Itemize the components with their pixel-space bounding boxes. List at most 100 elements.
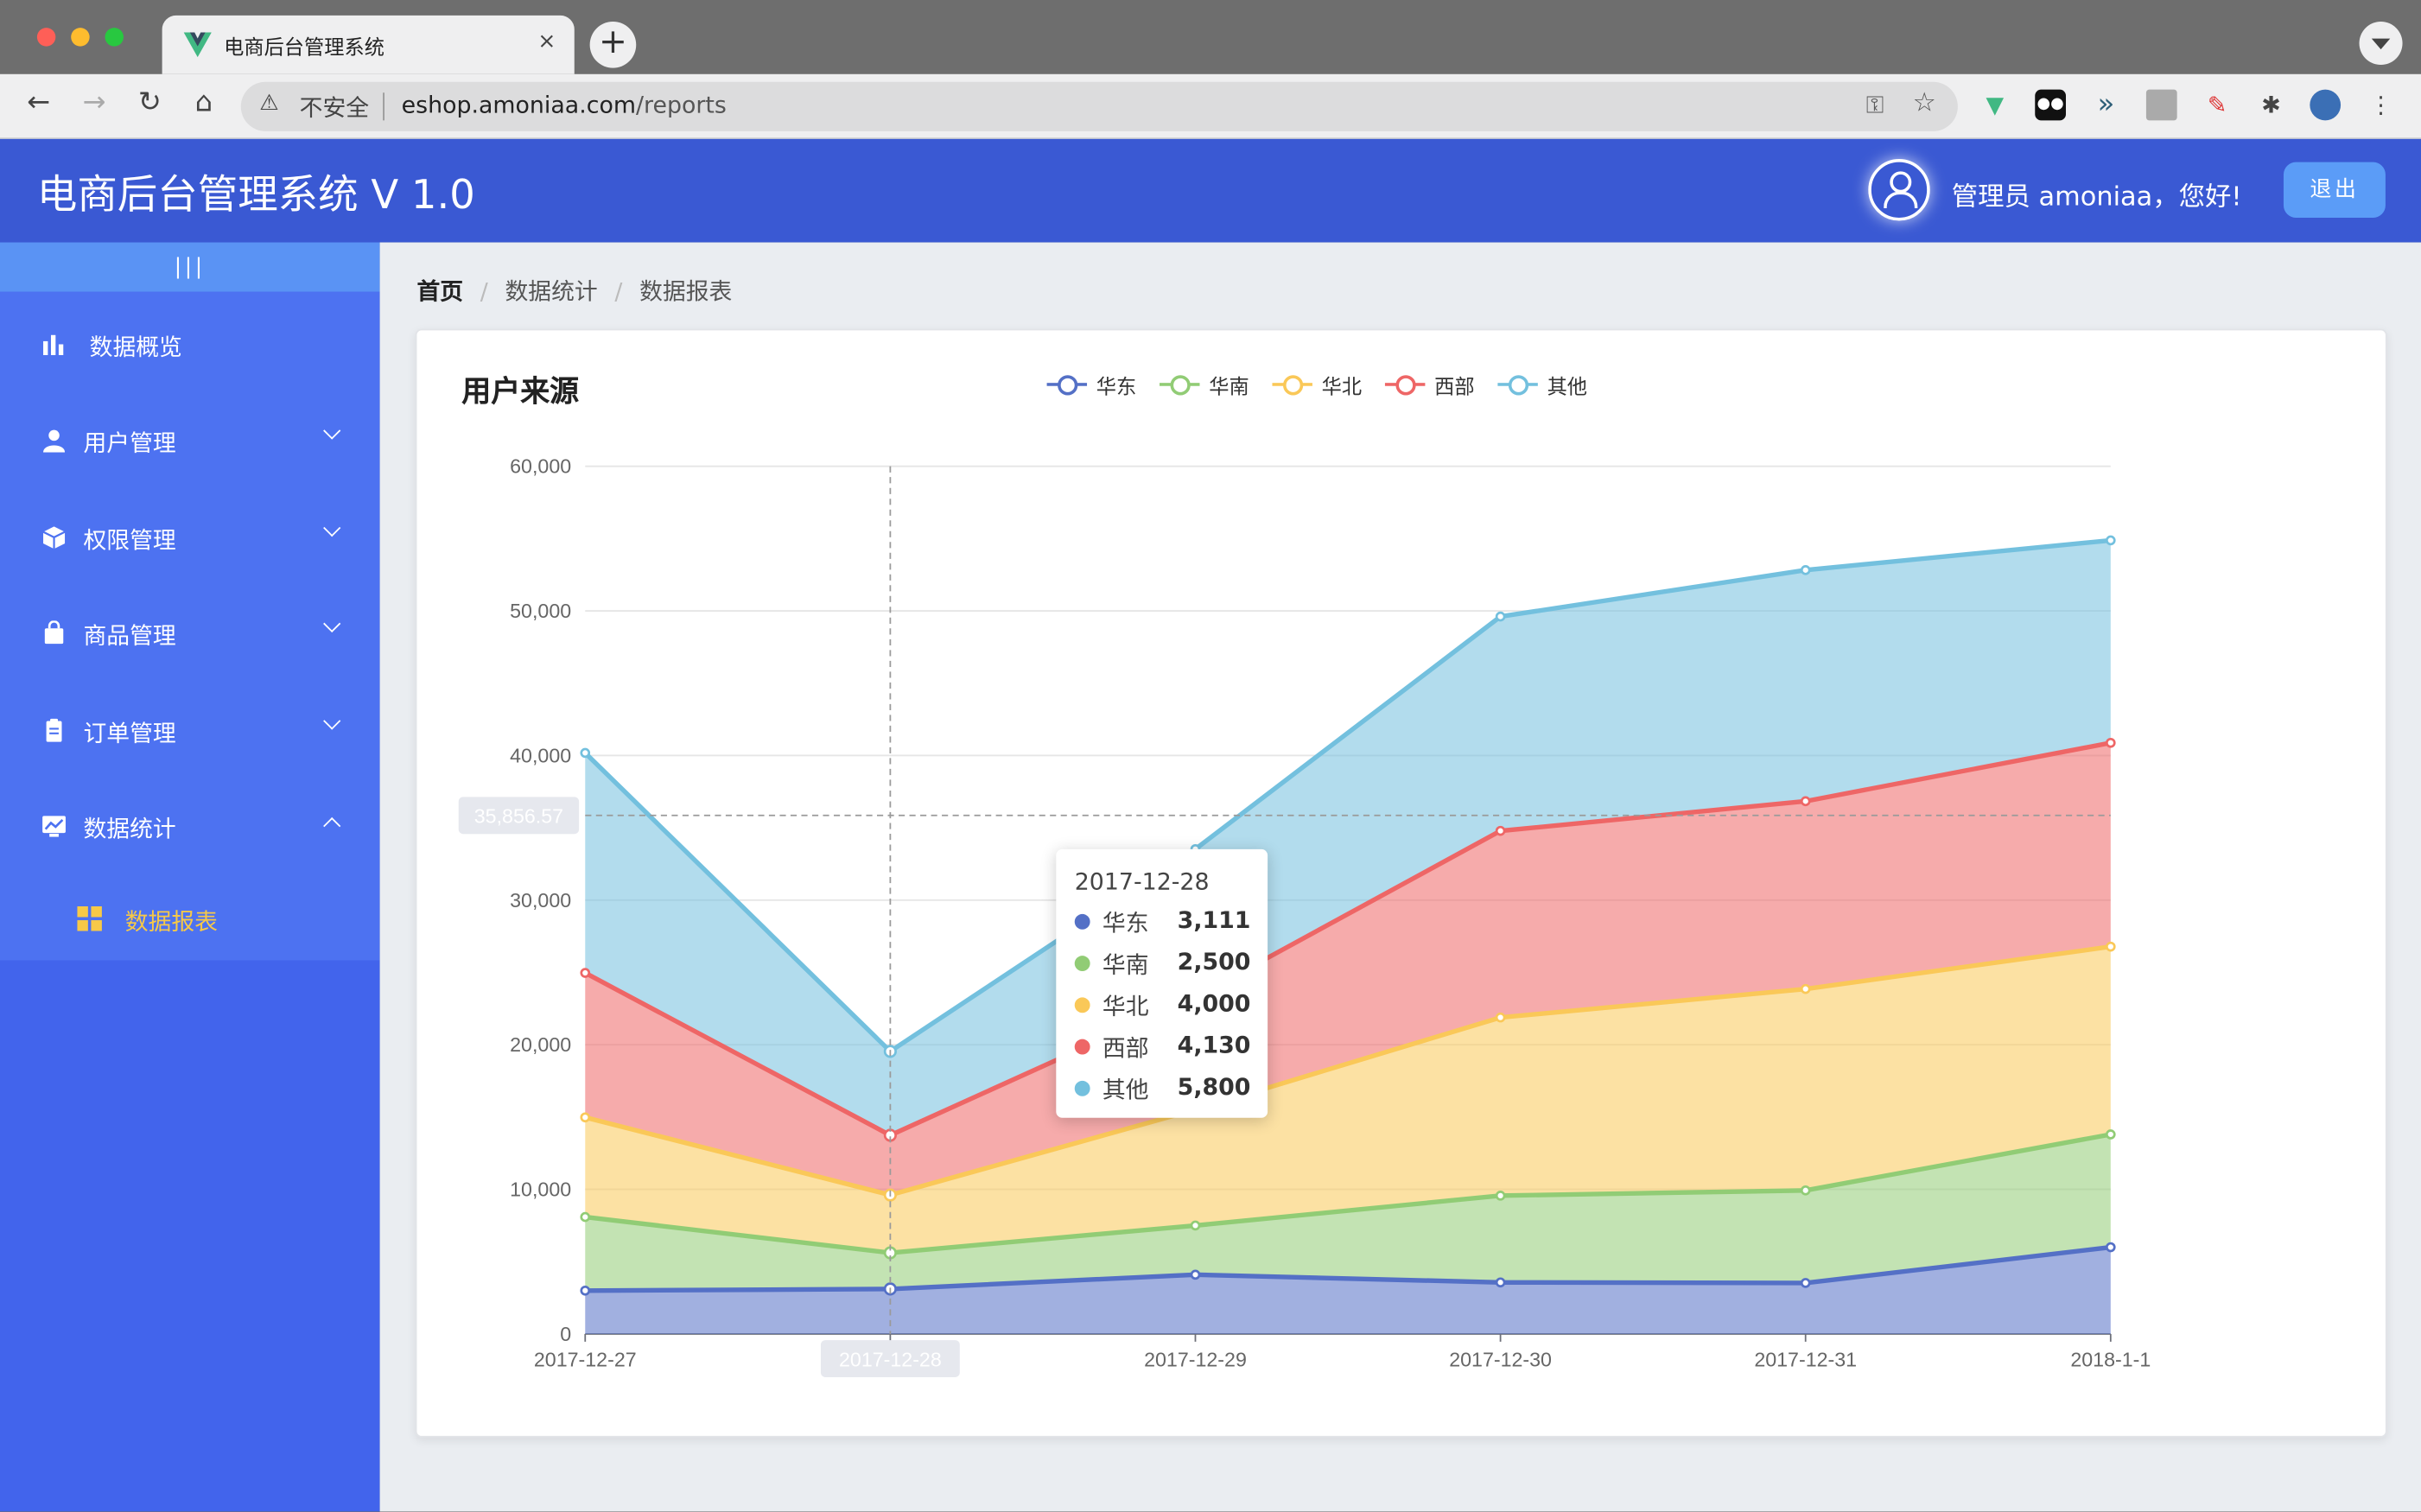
chevron-down-icon [323,519,341,537]
tab-search-icon[interactable] [2359,22,2403,66]
extension-dropper-icon[interactable]: ✎ [2207,91,2227,119]
x-tick-label: 2018-1-1 [2070,1348,2151,1370]
legend-label: 华北 [1321,377,1363,400]
tab-close-icon[interactable]: × [537,29,556,54]
tooltip-dot [1074,997,1090,1013]
avatar-body [1884,191,1918,209]
browser-tab[interactable]: 电商后台管理系统 × [162,15,575,74]
tooltip-dot [1074,913,1090,930]
tooltip-series-name: 华北 [1102,993,1149,1021]
y-tick-label: 60,000 [510,455,571,478]
warning-icon: ⚠ [259,91,279,117]
vue-logo-icon [183,32,212,58]
legend-marker [1282,375,1304,396]
tooltip-row: 西部 4,130 [1074,1032,1250,1063]
extension-icon[interactable]: ●● [2035,89,2066,121]
user-icon [43,429,66,453]
vue-devtools-icon[interactable]: ▼ [1986,91,2005,119]
back-icon[interactable]: ← [27,86,51,119]
y-tick-label: 10,000 [510,1178,571,1201]
data-point [580,1112,591,1123]
divider [383,92,384,121]
axis-pointer-x-badge [820,1340,960,1377]
sidebar-toggle-button[interactable]: ||| [0,242,380,292]
sidebar-item-permissions[interactable]: 权限管理 [0,500,380,577]
close-window-icon[interactable] [36,28,56,47]
app-header: 电商后台管理系统 V 1.0 管理员 amoniaa，您好! 退出 [0,138,2421,243]
extension-square-icon[interactable] [2145,89,2177,121]
data-point [2106,1129,2116,1140]
line-series-3 [584,943,2112,1198]
legend-label: 华东 [1096,377,1137,400]
breadcrumb-home[interactable]: 首页 [416,277,464,306]
forward-icon[interactable]: → [82,86,106,119]
data-point [2106,941,2116,952]
puzzle-icon[interactable]: ✱ [2261,91,2281,119]
data-point [580,1211,591,1223]
data-point [1190,1269,1201,1280]
legend-label: 西部 [1434,377,1475,400]
x-tick-label: 2017-12-27 [534,1348,637,1370]
sidebar-item-label: 用户管理 [83,429,176,457]
y-tick-label: 20,000 [510,1033,571,1056]
sidebar-item-overview[interactable]: 数据概览 [0,308,380,384]
key-icon[interactable]: ⚿ [1865,91,1884,119]
chevron-down-icon [323,614,341,633]
data-point [2106,737,2116,748]
tooltip-series-name: 西部 [1102,1034,1149,1063]
logout-button[interactable]: 退出 [2283,162,2386,218]
sidebar-item-orders[interactable]: 订单管理 [0,693,380,770]
tooltip-series-name: 华东 [1102,909,1149,937]
axis-pointer-y-badge [458,797,580,835]
app-title: 电商后台管理系统 V 1.0 [36,173,475,219]
sidebar-item-users[interactable]: 用户管理 [0,403,380,480]
maximize-window-icon[interactable] [105,28,124,47]
data-point [1800,983,1811,994]
bookmark-star-icon[interactable]: ☆ [1912,87,1936,119]
user-avatar-icon[interactable] [1868,159,1930,221]
user-greeting: 管理员 amoniaa，您好! [1951,181,2242,213]
x-tick-label: 2017-12-30 [1449,1348,1552,1370]
data-point [1800,1278,1811,1288]
url-text[interactable]: eshop.amoniaa.com/reports [402,91,727,118]
tooltip-dot [1074,956,1090,972]
sidebar-subitem-reports[interactable]: 数据报表 [0,881,380,958]
sidebar-item-label: 订单管理 [83,719,176,747]
stacked-area-chart[interactable]: 0 10,000 20,000 30,000 40,000 50,000 60,000 201… [416,330,2385,1435]
minimize-window-icon[interactable] [71,28,90,47]
sidebar-item-label: 商品管理 [83,622,176,651]
address-bar[interactable]: ⚠ 不安全 eshop.amoniaa.com/reports ⚿ ☆ [240,81,1958,131]
tooltip-date: 2017-12-28 [1074,867,1210,896]
data-point [1495,825,1506,836]
tooltip-value: 2,500 [1177,948,1251,976]
new-tab-button[interactable]: + [589,22,637,68]
line-series-2 [584,1132,2112,1255]
y-tick-label: 0 [560,1323,571,1345]
home-icon[interactable]: ⌂ [194,86,213,119]
tooltip-value: 4,000 [1177,989,1251,1018]
sidebar: ||| 数据概览 用户管理 权限管理 [0,242,380,1512]
chart-tooltip: 2017-12-28 华东 3,111 华南 2,500 华北 4,000 西部 4,1… [1056,848,1268,1118]
extension-arrow-icon[interactable]: » [2097,87,2115,121]
grid-icon [77,905,102,931]
data-point [1800,796,1811,807]
sidebar-item-goods[interactable]: 商品管理 [0,596,380,673]
reload-icon[interactable]: ↻ [137,86,162,119]
sidebar-item-statistics[interactable]: 数据统计 [0,789,380,866]
breadcrumb: 首页 / 数据统计 / 数据报表 [416,275,732,308]
tab-bar: 电商后台管理系统 × + [0,0,2421,74]
profile-avatar-icon[interactable] [2310,89,2342,121]
url-host: eshop.amoniaa.com [401,91,637,119]
chart-card: 用户来源 华东 华南 华北 西部 其他 0 10,000 20,000 30,000 4… [415,328,2387,1438]
tooltip-series-name: 华南 [1102,950,1149,979]
tooltip-row: 华南 2,500 [1074,948,1251,979]
menu-dots-icon[interactable]: ⋮ [2369,91,2392,119]
url-path: /reports [636,91,727,119]
tooltip-series-name: 其他 [1102,1076,1149,1104]
data-point [2106,1242,2116,1253]
breadcrumb-separator: / [614,277,623,306]
legend-marker [1058,375,1078,396]
breadcrumb-separator: / [480,277,488,306]
data-point [1495,1277,1506,1288]
